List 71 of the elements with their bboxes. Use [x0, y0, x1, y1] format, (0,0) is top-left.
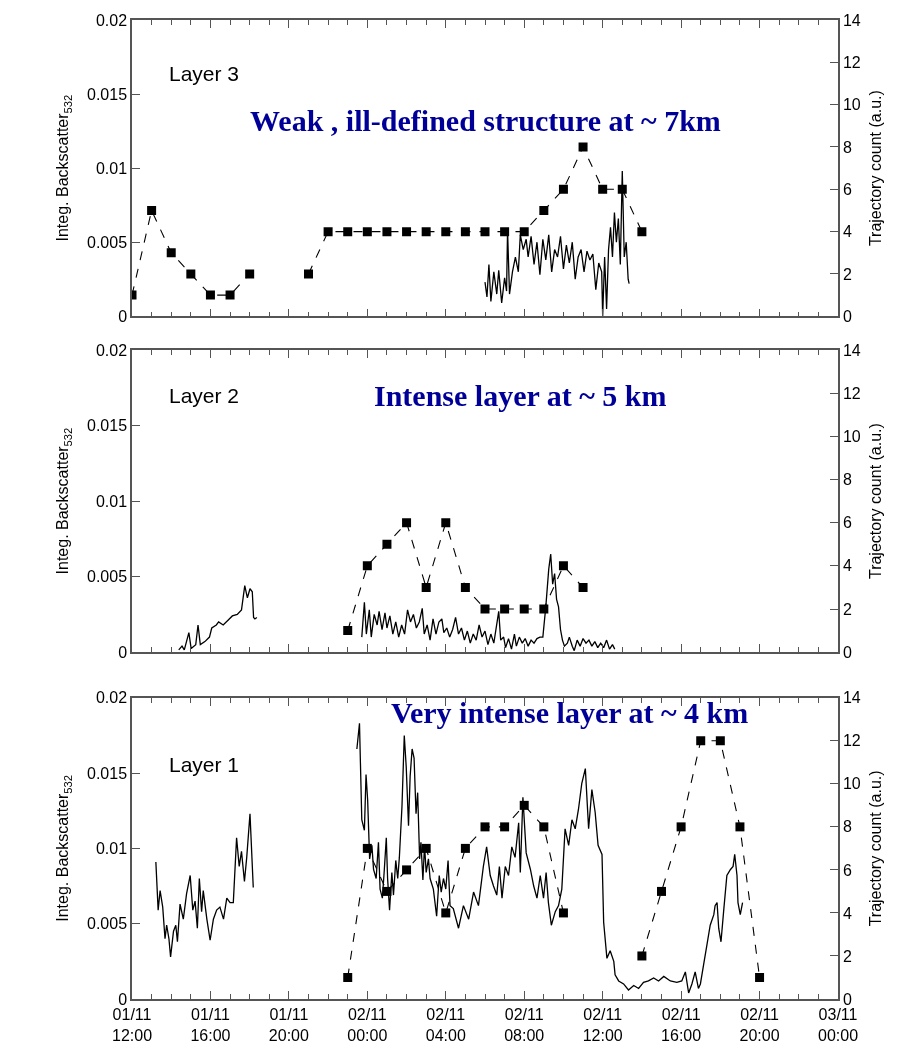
y-tick-label: 0.015 — [87, 85, 128, 103]
y-tick-label: 0.005 — [87, 915, 128, 933]
point — [362, 561, 372, 571]
y-tick-label: 0.02 — [95, 689, 128, 707]
y2-tick-label: 14 — [842, 11, 861, 29]
annotation: Intense layer at ~ 5 km — [374, 379, 667, 412]
x-tick-label: 02/11 16:00 — [661, 1005, 702, 1044]
y-tick-label: 0.02 — [95, 341, 128, 359]
x-tick-label: 01/11 16:00 — [190, 1005, 231, 1044]
y-tick-label: 0.01 — [95, 492, 128, 510]
x-tick-label: 02/11 20:00 — [739, 1005, 780, 1044]
y2-tick-label: 2 — [842, 947, 852, 965]
point — [402, 518, 412, 528]
point — [441, 518, 451, 528]
point — [578, 582, 588, 592]
y2-tick-label: 8 — [842, 818, 852, 836]
y-tick-label: 0 — [118, 643, 128, 661]
y-tick-label: 0.005 — [87, 233, 128, 251]
x-tick-label: 02/11 12:00 — [582, 1005, 623, 1044]
point — [460, 582, 470, 592]
y2-tick-label: 10 — [842, 775, 861, 793]
y2-tick-label: 8 — [842, 138, 852, 156]
y2-tick-label: 0 — [842, 990, 852, 1008]
point — [480, 604, 490, 614]
x-tick-label: 01/11 12:00 — [111, 1005, 153, 1044]
point — [539, 604, 549, 614]
y2-tick-label: 4 — [842, 223, 852, 241]
annotation: Very intense layer at ~ 4 km — [391, 696, 749, 729]
x-tick-label: 02/11 00:00 — [347, 1005, 388, 1044]
y2-tick-label: 2 — [842, 600, 852, 618]
y2-tick-label: 12 — [842, 732, 861, 750]
y2-axis-title: Trajectory count (a.u.) — [867, 423, 885, 580]
y2-tick-label: 0 — [842, 307, 852, 325]
point — [500, 604, 510, 614]
y2-tick-label: 8 — [842, 471, 852, 489]
x-tick-label: 02/11 04:00 — [425, 1005, 466, 1044]
y2-tick-label: 6 — [842, 514, 852, 532]
x-tick-label: 03/11 00:00 — [817, 1005, 859, 1044]
y2-axis-title: Trajectory count (a.u.) — [867, 770, 885, 927]
y2-tick-label: 6 — [842, 861, 852, 879]
y2-tick-label: 10 — [842, 427, 861, 445]
annotation: Weak , ill-defined structure at ~ 7km — [250, 104, 721, 137]
y2-tick-label: 4 — [842, 557, 852, 575]
y2-tick-label: 2 — [842, 265, 852, 283]
annotation: Layer 3 — [169, 62, 240, 85]
x-tick-label: 02/11 08:00 — [504, 1005, 545, 1044]
y-tick-label: 0 — [118, 307, 128, 325]
y2-tick-label: 14 — [842, 341, 861, 359]
point — [343, 626, 353, 636]
y-tick-label: 0.015 — [87, 764, 128, 782]
y2-tick-label: 12 — [842, 384, 861, 402]
y-tick-label: 0.015 — [87, 417, 128, 435]
y2-tick-label: 6 — [842, 180, 852, 198]
annotation: Layer 2 — [169, 384, 240, 407]
y-tick-label: 0.01 — [95, 839, 128, 857]
y-tick-label: 0.02 — [95, 11, 128, 29]
point — [519, 604, 529, 614]
point — [421, 582, 431, 592]
y2-tick-label: 14 — [842, 689, 861, 707]
y2-tick-label: 12 — [842, 53, 861, 71]
y2-axis-title: Trajectory count (a.u.) — [867, 90, 885, 247]
y2-tick-label: 0 — [842, 643, 852, 661]
point — [558, 561, 568, 571]
y2-tick-label: 10 — [842, 96, 861, 114]
y-tick-label: 0.01 — [95, 159, 128, 177]
y-tick-label: 0 — [118, 990, 128, 1008]
annotation: Layer 1 — [169, 753, 240, 776]
x-tick-label: 01/11 20:00 — [268, 1005, 310, 1044]
point — [382, 539, 392, 549]
y-tick-label: 0.005 — [87, 568, 128, 586]
y2-tick-label: 4 — [842, 904, 852, 922]
